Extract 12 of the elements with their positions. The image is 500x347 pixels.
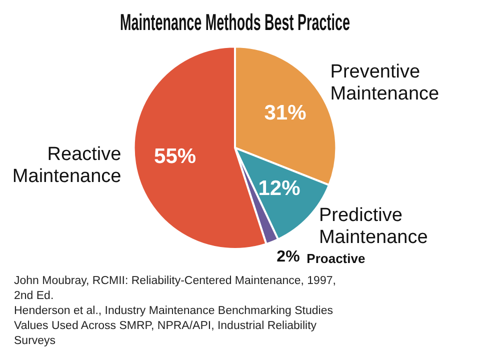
slice-label: Reactive Maintenance xyxy=(12,144,122,188)
text: Values Used Across SMRP, NPRA/API, Industrial Reliability Surveys xyxy=(14,319,318,347)
data-label: 31% xyxy=(264,101,307,124)
text: Henderson et al., Industry Maintenance Benchmarking Studies xyxy=(14,304,334,319)
slice-label: Predictive Maintenance xyxy=(318,204,428,248)
data-label: 55% xyxy=(154,145,196,168)
data-label: 12% xyxy=(258,177,301,200)
text: John Moubray, RCMII: Reliability-Centered Maintenance, 1997, 2nd Ed. xyxy=(14,274,337,304)
data-label: 2% xyxy=(276,248,300,266)
slice-label: Preventive Maintenance xyxy=(330,61,440,104)
slice-label: Proactive xyxy=(306,251,366,266)
chart-title: Maintenance Methods Best Practice xyxy=(120,9,350,36)
